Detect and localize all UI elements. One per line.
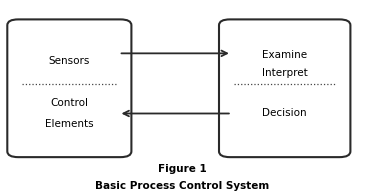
Text: Sensors: Sensors [49, 55, 90, 66]
FancyBboxPatch shape [7, 19, 131, 157]
FancyBboxPatch shape [219, 19, 350, 157]
Text: Examine: Examine [262, 50, 307, 61]
Text: Basic Process Control System: Basic Process Control System [95, 181, 270, 191]
Text: Elements: Elements [45, 119, 94, 129]
Text: Control: Control [50, 98, 88, 108]
Text: Decision: Decision [262, 108, 307, 119]
Text: Interpret: Interpret [262, 68, 308, 78]
Text: Figure 1: Figure 1 [158, 164, 207, 174]
